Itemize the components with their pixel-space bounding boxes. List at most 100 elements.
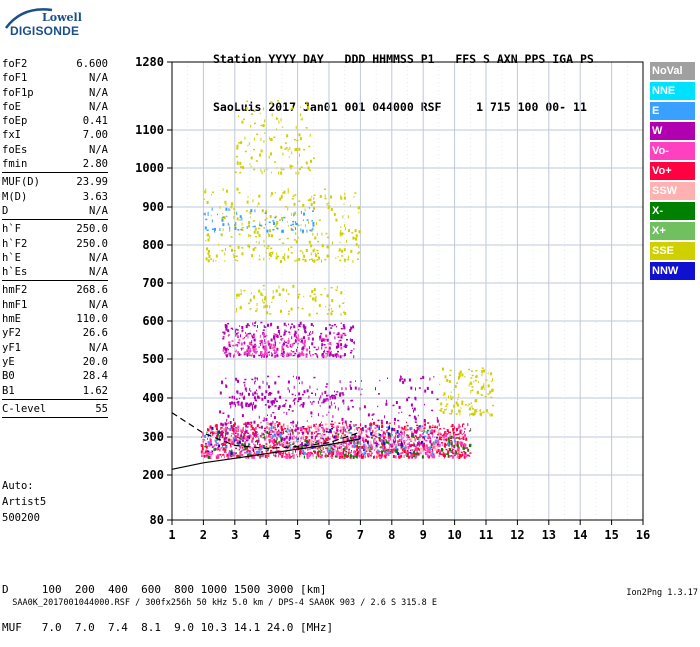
param-value: N/A <box>89 100 108 113</box>
echo-point <box>241 247 244 249</box>
echo-point <box>259 397 261 399</box>
echo-point <box>369 428 371 432</box>
echo-point <box>268 439 271 441</box>
echo-point <box>264 454 267 458</box>
echo-point <box>410 449 411 452</box>
echo-point <box>334 433 337 436</box>
echo-point <box>440 453 443 456</box>
echo-point <box>241 405 244 409</box>
echo-point <box>354 424 357 426</box>
echo-point <box>453 404 456 408</box>
echo-point <box>432 434 434 438</box>
echo-point <box>293 399 296 401</box>
echo-point <box>280 118 282 122</box>
echo-point <box>332 452 335 455</box>
echo-point <box>344 446 347 448</box>
echo-point <box>380 454 383 458</box>
echo-point <box>288 331 290 333</box>
echo-point <box>281 216 284 220</box>
echo-point <box>446 453 449 455</box>
echo-point <box>249 298 252 302</box>
echo-point <box>329 331 331 335</box>
echo-point <box>224 260 226 262</box>
echo-point <box>246 451 249 454</box>
echo-point <box>424 446 427 449</box>
echo-point <box>427 422 430 424</box>
echo-point <box>341 255 344 257</box>
echo-point <box>455 437 458 439</box>
x-tick-label: 1 <box>168 528 175 542</box>
param-name: B1 <box>2 384 15 397</box>
echo-point <box>320 437 322 439</box>
x-tick-label: 3 <box>231 528 238 542</box>
echo-point <box>249 308 252 310</box>
echo-point <box>244 438 247 440</box>
echo-point <box>419 448 421 452</box>
echo-point <box>364 439 366 443</box>
echo-point <box>285 435 288 439</box>
echo-point <box>291 198 294 200</box>
echo-point <box>414 438 416 442</box>
echo-point <box>453 431 456 434</box>
echo-point <box>279 433 282 437</box>
echo-point <box>248 350 251 354</box>
echo-point <box>447 453 449 457</box>
echo-point <box>353 237 356 239</box>
echo-point <box>354 451 357 453</box>
echo-point <box>396 430 399 433</box>
echo-point <box>342 302 345 304</box>
echo-point <box>298 258 301 261</box>
echo-point <box>293 425 295 427</box>
echo-point <box>240 428 242 432</box>
echo-point <box>492 378 493 382</box>
echo-point <box>483 385 485 388</box>
echo-point <box>242 446 243 449</box>
echo-point <box>370 452 373 454</box>
echo-point <box>305 127 308 129</box>
echo-point <box>287 313 290 315</box>
echo-point <box>278 171 280 175</box>
echo-point <box>279 219 281 221</box>
echo-point <box>340 333 342 337</box>
echo-point <box>235 398 238 400</box>
echo-point <box>434 447 437 451</box>
echo-point <box>249 422 251 426</box>
echo-point <box>282 348 285 350</box>
echo-point <box>308 169 311 172</box>
echo-point <box>229 354 231 358</box>
echo-point <box>448 440 451 444</box>
echo-point <box>298 293 301 296</box>
echo-point <box>296 438 299 440</box>
echo-point <box>358 211 360 214</box>
echo-point <box>402 450 404 452</box>
echo-point <box>325 437 328 441</box>
echo-point <box>265 352 268 356</box>
echo-point <box>310 411 313 415</box>
echo-point <box>264 345 267 349</box>
x-tick-label: 16 <box>636 528 650 542</box>
echo-point <box>251 455 254 459</box>
echo-point <box>444 409 446 411</box>
echo-point <box>293 342 296 345</box>
echo-point <box>206 247 209 251</box>
echo-point <box>287 255 290 259</box>
echo-point <box>236 146 239 150</box>
echo-point <box>374 439 377 443</box>
echo-point <box>336 454 339 458</box>
echo-point <box>281 438 283 442</box>
echo-point <box>304 329 307 333</box>
echo-point <box>312 325 314 327</box>
echo-point <box>446 429 449 432</box>
echo-point <box>480 409 482 413</box>
echo-point <box>228 342 231 344</box>
echo-point <box>222 336 225 338</box>
echo-point <box>201 436 203 438</box>
echo-point <box>223 216 226 220</box>
echo-point <box>353 444 356 448</box>
echo-point <box>284 443 286 447</box>
echo-point <box>350 400 353 402</box>
echo-point <box>223 451 226 453</box>
echo-point <box>268 454 270 457</box>
echo-point <box>347 405 349 408</box>
echo-point <box>340 443 343 445</box>
